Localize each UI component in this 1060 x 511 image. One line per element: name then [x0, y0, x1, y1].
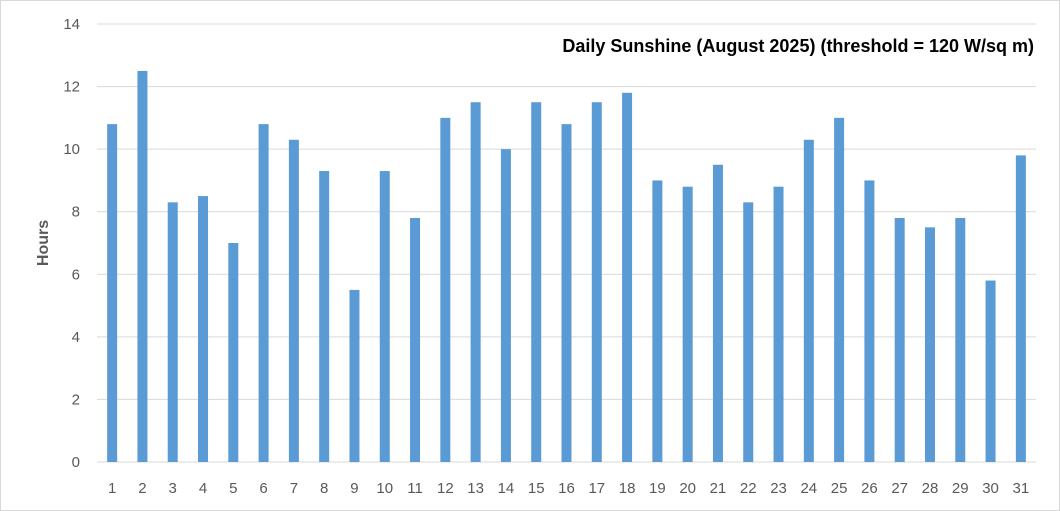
x-tick-label: 19 — [649, 480, 666, 497]
x-tick-label: 21 — [710, 480, 727, 497]
x-tick-label: 6 — [259, 480, 267, 497]
y-tick-label: 10 — [63, 141, 80, 158]
x-tick-label: 30 — [982, 480, 999, 497]
bar-day-11 — [410, 217, 421, 462]
y-tick-label: 0 — [72, 454, 80, 471]
y-tick-label: 6 — [72, 266, 80, 283]
bar-day-16 — [561, 124, 572, 462]
bar-day-12 — [440, 117, 451, 462]
x-tick-label: 8 — [320, 480, 328, 497]
chart-title: Daily Sunshine (August 2025) (threshold … — [562, 36, 1034, 56]
y-axis-title: Hours — [35, 220, 52, 266]
bar-day-28 — [924, 227, 935, 462]
bar-day-19 — [652, 180, 663, 462]
bars — [107, 70, 1026, 463]
bar-day-9 — [349, 289, 360, 462]
x-tick-label: 15 — [528, 480, 545, 497]
bar-day-17 — [591, 102, 602, 462]
bar-day-13 — [470, 102, 481, 462]
x-tick-label: 18 — [619, 480, 636, 497]
bar-day-31 — [1015, 155, 1026, 462]
x-tick-label: 25 — [831, 480, 848, 497]
x-axis-ticks: 1 2 3 4 5 6 7 8 9 10 11 12 13 14 15 16 17 18 19 20 21 22 23 24 2… — [108, 480, 1029, 497]
x-tick-label: 23 — [770, 480, 787, 497]
bar-day-10 — [379, 171, 390, 463]
x-tick-label: 29 — [952, 480, 969, 497]
x-tick-label: 10 — [376, 480, 393, 497]
bar-day-2 — [137, 70, 148, 462]
x-tick-label: 5 — [229, 480, 237, 497]
x-tick-label: 22 — [740, 480, 757, 497]
x-tick-label: 2 — [138, 480, 146, 497]
bar-day-27 — [894, 217, 905, 462]
x-tick-label: 4 — [199, 480, 207, 497]
x-tick-label: 3 — [169, 480, 177, 497]
x-tick-label: 17 — [588, 480, 605, 497]
x-tick-label: 12 — [437, 480, 454, 497]
y-tick-label: 4 — [72, 329, 80, 346]
bar-day-20 — [682, 186, 693, 462]
bar-day-29 — [955, 217, 966, 462]
bar-day-23 — [773, 186, 784, 462]
bar-day-25 — [834, 117, 845, 462]
y-tick-label: 14 — [63, 16, 80, 33]
bar-day-15 — [531, 102, 542, 462]
x-tick-label: 7 — [290, 480, 298, 497]
x-tick-label: 20 — [679, 480, 696, 497]
bar-day-22 — [743, 202, 754, 463]
bar-day-3 — [167, 202, 178, 463]
bar-day-8 — [319, 171, 330, 463]
bar-day-7 — [288, 139, 299, 462]
bar-day-24 — [803, 139, 814, 462]
x-tick-label: 1 — [108, 480, 116, 497]
x-tick-label: 16 — [558, 480, 575, 497]
bar-day-14 — [500, 149, 511, 462]
y-axis-ticks: 0 2 4 6 8 10 12 14 — [63, 16, 80, 471]
bar-day-1 — [107, 124, 118, 462]
y-tick-label: 2 — [72, 391, 80, 408]
x-tick-label: 9 — [350, 480, 358, 497]
x-tick-label: 24 — [800, 480, 817, 497]
x-tick-label: 26 — [861, 480, 878, 497]
x-tick-label: 31 — [1013, 480, 1030, 497]
x-tick-label: 14 — [498, 480, 515, 497]
x-tick-label: 13 — [467, 480, 484, 497]
y-tick-label: 12 — [63, 79, 80, 96]
bar-day-6 — [258, 124, 269, 462]
x-tick-label: 28 — [922, 480, 939, 497]
bar-day-5 — [228, 243, 239, 462]
bar-day-18 — [622, 92, 633, 462]
bar-day-26 — [864, 180, 875, 462]
x-tick-label: 27 — [891, 480, 908, 497]
bar-day-30 — [985, 280, 996, 462]
bar-day-4 — [198, 196, 209, 463]
x-tick-label: 11 — [407, 480, 423, 497]
bar-day-21 — [712, 164, 723, 463]
y-tick-label: 8 — [72, 204, 80, 221]
